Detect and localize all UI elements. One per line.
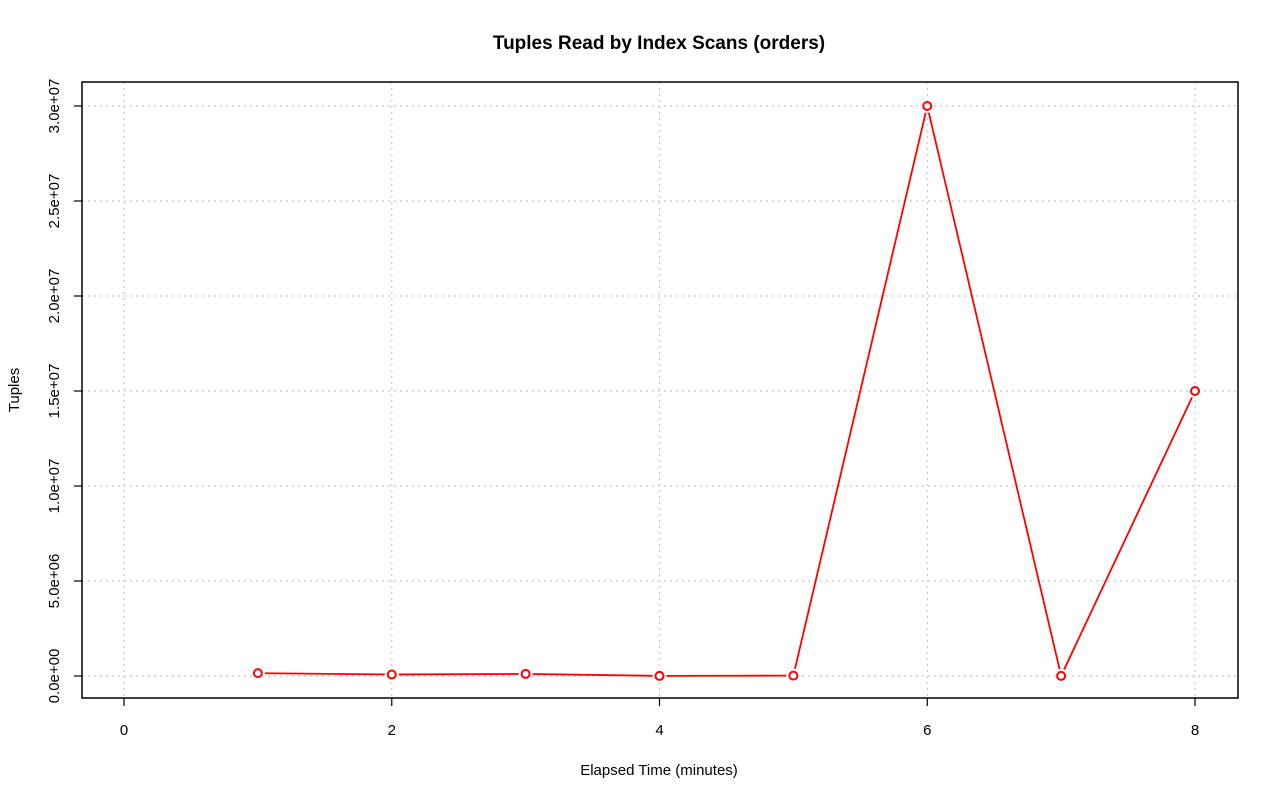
data-point (252, 668, 263, 679)
y-tick-label: 3.0e+07 (46, 79, 63, 134)
x-tick-label: 2 (388, 722, 396, 739)
x-axis-label: Elapsed Time (minutes) (580, 762, 738, 779)
data-point (654, 670, 665, 681)
x-axis: 0 2 4 6 8 (120, 698, 1199, 739)
series-line-segment (927, 112, 1061, 670)
data-point (520, 668, 531, 679)
x-tick-label: 4 (655, 722, 663, 739)
x-tick-label: 0 (120, 722, 128, 739)
x-tick-label: 6 (923, 722, 931, 739)
grid-layer (82, 82, 1238, 698)
series-line-segment (398, 673, 519, 676)
y-tick-label: 2.0e+07 (46, 269, 63, 324)
y-tick-label: 1.5e+07 (46, 364, 63, 419)
data-point (788, 670, 799, 681)
series-line-segment (794, 112, 927, 670)
y-tick-label: 2.5e+07 (46, 174, 63, 229)
series-layer (252, 101, 1200, 681)
data-point (1190, 386, 1200, 396)
series-line-segment (1063, 396, 1193, 670)
data-point (1056, 670, 1067, 681)
data-point (922, 101, 933, 111)
y-tick-label: 1.0e+07 (46, 459, 63, 514)
series-line-segment (532, 673, 653, 677)
series-line-segment (264, 672, 385, 676)
y-tick-label: 0.0e+00 (46, 649, 63, 704)
y-axis-label: Tuples (6, 368, 23, 412)
y-axis: 0.0e+00 5.0e+06 1.0e+07 1.5e+07 2.0e+07 2.5e+… (46, 79, 82, 704)
chart-title: Tuples Read by Index Scans (orders) (493, 33, 825, 54)
x-tick-label: 8 (1191, 722, 1199, 739)
data-point (386, 669, 397, 680)
y-tick-label: 5.0e+06 (46, 554, 63, 609)
